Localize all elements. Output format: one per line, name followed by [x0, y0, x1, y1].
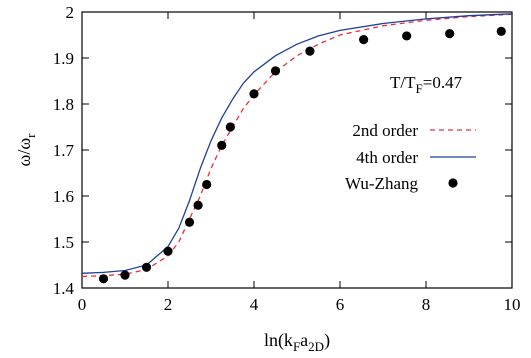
data-point-wu-zhang: [249, 89, 259, 99]
y-tick-label: 1.9: [53, 49, 74, 68]
legend: 2nd order 4th order Wu-Zhang: [345, 121, 476, 193]
y-axis-label: ω/ωr: [14, 133, 38, 167]
series-line-4th-order: [81, 13, 513, 274]
data-point-wu-zhang: [141, 262, 152, 272]
plot-frame: [81, 11, 513, 289]
axis-tick-labels: 0 2 4 6 8 10 1.4 1.5 1.6 1.7 1.8 1.9 2: [53, 3, 521, 314]
data-point-wu-zhang: [120, 270, 130, 280]
series-lines: [81, 13, 513, 278]
legend-label-2nd-order: 2nd order: [352, 121, 418, 140]
data-point-wu-zhang: [98, 274, 109, 284]
y-tick-label: 1.8: [53, 95, 74, 114]
y-tick-label: 1.4: [53, 279, 75, 298]
series-points: [98, 26, 506, 284]
x-axis-label: ln(kFa2D): [264, 330, 330, 354]
data-point-wu-zhang: [402, 31, 412, 41]
data-point-wu-zhang: [202, 179, 212, 190]
data-point-wu-zhang: [184, 217, 195, 227]
data-point-wu-zhang: [496, 26, 506, 36]
data-point-wu-zhang: [217, 140, 227, 150]
x-tick-label: 10: [504, 295, 521, 314]
legend-label-4th-order: 4th order: [356, 148, 418, 167]
data-point-wu-zhang: [305, 46, 315, 56]
data-point-wu-zhang: [163, 246, 173, 256]
x-tick-label: 4: [250, 295, 259, 314]
y-tick-label: 1.6: [53, 187, 74, 206]
legend-label-wu-zhang: Wu-Zhang: [345, 174, 418, 193]
x-tick-label: 2: [164, 295, 173, 314]
axis-ticks: [81, 11, 513, 289]
x-tick-label: 8: [422, 295, 431, 314]
series-line-2nd-order: [81, 13, 513, 278]
data-point-wu-zhang: [359, 35, 369, 45]
x-tick-label: 0: [78, 295, 87, 314]
data-point-wu-zhang: [270, 66, 281, 76]
data-point-wu-zhang: [225, 122, 235, 132]
temperature-annotation: T/TF=0.47: [390, 73, 463, 96]
y-tick-label: 1.7: [53, 141, 75, 160]
data-point-wu-zhang: [445, 29, 455, 39]
x-tick-label: 6: [336, 295, 345, 314]
y-tick-label: 2: [66, 3, 75, 22]
data-point-wu-zhang: [193, 200, 203, 210]
y-tick-label: 1.5: [53, 233, 74, 252]
legend-swatch-wu-zhang: [448, 178, 458, 188]
